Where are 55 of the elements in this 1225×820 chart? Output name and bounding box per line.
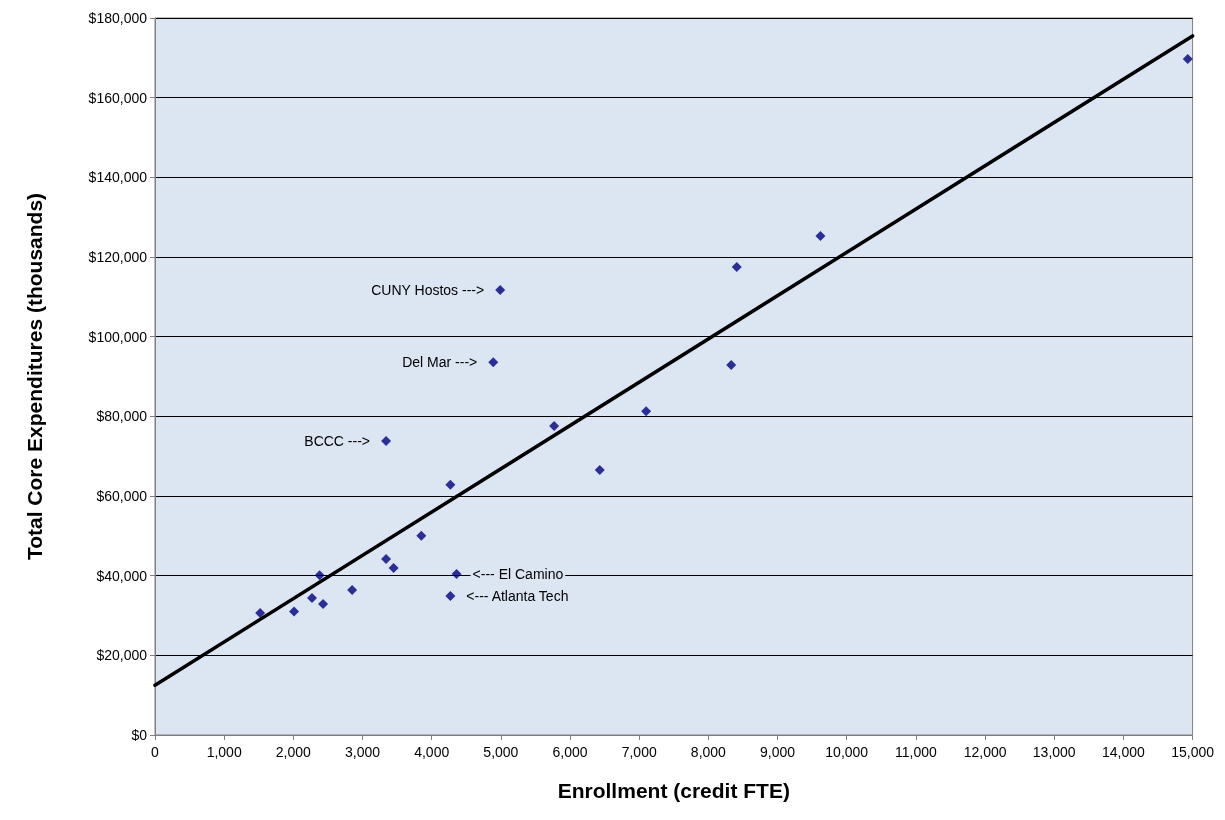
x-tick-label: 8,000 — [690, 744, 727, 760]
x-tick-label: 1,000 — [206, 744, 242, 760]
x-tick-label: 10,000 — [825, 744, 869, 760]
x-tick-label: 3,000 — [344, 744, 381, 760]
x-tick-label: 13,000 — [1032, 744, 1076, 760]
point — [347, 585, 358, 596]
x-tick-label: 15,000 — [1171, 744, 1215, 760]
y-tick-label: $60,000 — [96, 488, 148, 504]
y-tick-label: $0 — [131, 727, 148, 743]
x-tick-label: 6,000 — [552, 744, 588, 760]
point — [318, 598, 329, 609]
x-tick-label: 2,000 — [275, 744, 312, 760]
x-axis-title: Enrollment (credit FTE) — [557, 779, 790, 802]
point — [641, 406, 652, 417]
point — [381, 436, 392, 447]
point — [731, 261, 742, 272]
point — [495, 285, 506, 296]
x-tick-label: 11,000 — [895, 744, 937, 760]
x-tick-label: 5,000 — [483, 744, 519, 760]
x-tick-label: 0 — [151, 744, 160, 760]
point — [488, 357, 499, 368]
annotation: Del Mar ---> — [402, 354, 478, 371]
point — [594, 465, 605, 476]
annotation: CUNY Hostos ---> — [371, 282, 485, 299]
y-tick-label: $120,000 — [88, 249, 148, 265]
point — [1182, 54, 1193, 65]
point — [255, 608, 266, 619]
point — [381, 553, 392, 564]
x-tick-label: 12,000 — [963, 744, 1007, 760]
point — [416, 530, 427, 541]
point — [445, 479, 456, 490]
point — [289, 606, 300, 617]
point — [726, 359, 737, 370]
point — [451, 569, 462, 580]
annotation: <--- Atlanta Tech — [466, 587, 569, 604]
annotation: BCCC ---> — [304, 433, 371, 450]
x-tick-label: 14,000 — [1102, 744, 1146, 760]
x-tick-label: 7,000 — [621, 744, 657, 760]
y-tick-label: $80,000 — [96, 408, 148, 425]
point — [314, 570, 325, 581]
x-tick-label: 4,000 — [414, 744, 450, 760]
point — [388, 563, 399, 574]
point — [549, 420, 560, 431]
x-tick-label: 9,000 — [760, 744, 796, 760]
y-tick-label: $140,000 — [88, 169, 148, 186]
y-tick-label: $100,000 — [88, 328, 148, 345]
y-tick-label: $20,000 — [96, 647, 148, 664]
annotation: <--- El Camino — [472, 566, 564, 583]
point — [815, 230, 826, 241]
y-tick-label: $160,000 — [88, 89, 148, 106]
point — [445, 590, 456, 601]
y-axis-title: Total Core Expenditures (thousands) — [23, 192, 46, 561]
y-tick-label: $180,000 — [88, 10, 148, 26]
y-tick-label: $40,000 — [96, 567, 148, 584]
point — [307, 592, 318, 603]
